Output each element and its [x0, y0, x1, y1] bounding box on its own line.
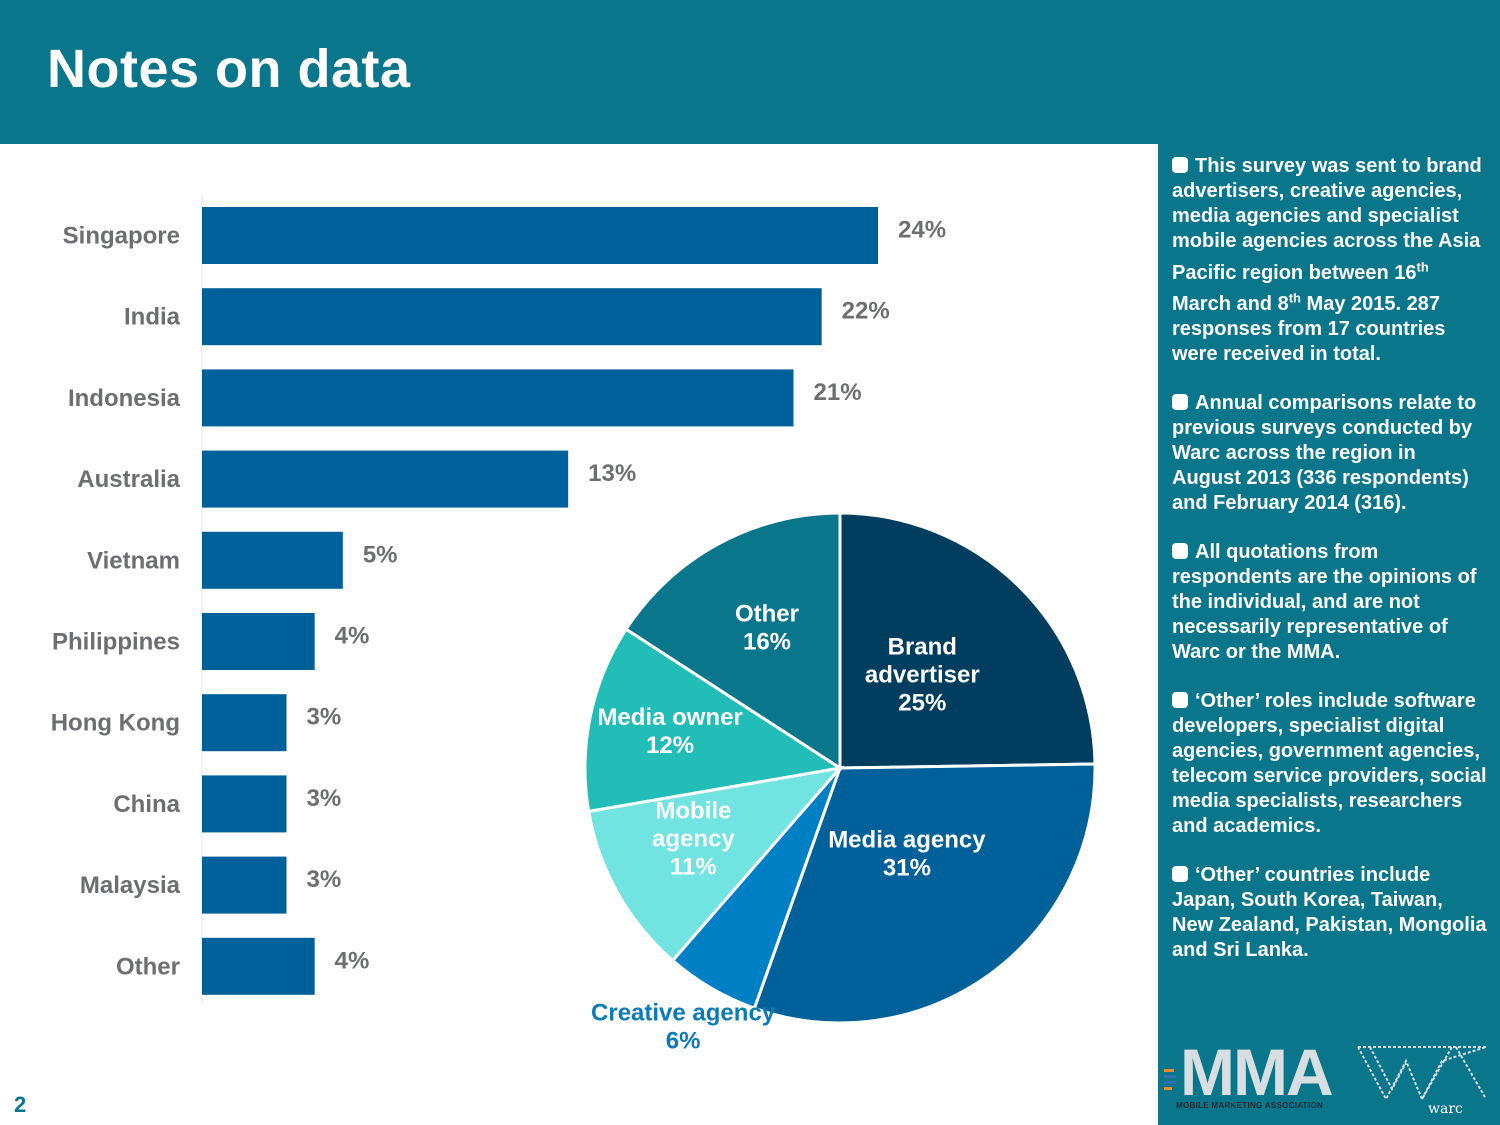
bullet-icon	[1172, 157, 1188, 173]
bar-value-label: 4%	[335, 947, 370, 974]
bar-value-label: 3%	[307, 866, 342, 893]
mma-stripes-icon	[1164, 1069, 1176, 1093]
note-comparisons: Annual comparisons relate to previous su…	[1172, 391, 1488, 516]
bar-category-label: Indonesia	[68, 385, 181, 412]
bullet-icon	[1172, 692, 1188, 709]
pie-slice-media-owner	[583, 627, 845, 814]
bar-category-label: Malaysia	[80, 872, 181, 899]
bullet-icon	[1172, 394, 1188, 411]
pie-label-media-agency: Media agency 31%	[828, 826, 986, 881]
pie-slice-mobile-agency	[586, 765, 844, 963]
header-bar: Notes on data	[0, 0, 1500, 144]
notes-sidebar: This survey was sent to brand advertiser…	[1158, 144, 1500, 1125]
pie-label-media-owner: Media owner 12%	[597, 704, 742, 759]
note-other-countries: ‘Other’ countries include Japan, South K…	[1172, 863, 1488, 963]
pie-label-mobile-agency: Mobile agency 11%	[652, 798, 735, 881]
bar-singapore	[202, 207, 878, 264]
bar-category-label: Philippines	[52, 629, 180, 656]
bar-vietnam	[202, 531, 343, 589]
bar-australia	[202, 450, 569, 508]
notes-list: This survey was sent to brand advertiser…	[1172, 154, 1488, 987]
note-text: This survey was sent to brand advertiser…	[1172, 155, 1482, 366]
bar-value-label: 4%	[335, 623, 370, 650]
bar-india	[202, 288, 822, 346]
page-number: 2	[14, 1092, 27, 1117]
bar-category-label: Australia	[77, 466, 180, 493]
bar-malaysia	[202, 856, 287, 914]
bar-category-label: Other	[116, 953, 180, 980]
pie-chart: Brand advertiser 25% Media agency 31% Creativ…	[583, 511, 1097, 1055]
bar-philippines	[202, 613, 315, 670]
bar-value-label: 21%	[814, 379, 862, 406]
bar-indonesia	[202, 369, 794, 427]
bar-value-label: 24%	[898, 217, 946, 244]
logo-area: MMA MOBILE MARKETING ASSOCIATION warc	[1158, 1039, 1500, 1125]
bar-value-label: 5%	[363, 541, 398, 568]
pie-label-creative-agency: Creative agency 6%	[591, 1000, 776, 1055]
bar-value-label: 22%	[842, 298, 890, 325]
note-text: Annual comparisons relate to previous su…	[1172, 392, 1477, 515]
bar-category-label: China	[113, 791, 180, 818]
bullet-icon	[1172, 543, 1188, 560]
pie-slice-media-agency	[752, 762, 1097, 1025]
bar-category-label: India	[124, 304, 181, 331]
note-text: All quotations from respondents are the …	[1172, 541, 1477, 664]
bar-category-label: Hong Kong	[51, 710, 180, 737]
bar-value-label: 3%	[307, 785, 342, 812]
bar-hong-kong	[202, 694, 287, 752]
pie-slice-other	[624, 511, 842, 771]
pie-label-brand-advertiser: Brand advertiser 25%	[865, 633, 980, 716]
note-text: ‘Other’ roles include software developer…	[1172, 690, 1487, 838]
note-other-roles: ‘Other’ roles include software developer…	[1172, 689, 1488, 839]
pie-slice-brand-advertiser	[838, 511, 1097, 770]
mma-logo-subtitle: MOBILE MARKETING ASSOCIATION	[1176, 1101, 1324, 1110]
bullet-icon	[1172, 866, 1188, 883]
bar-category-label: Vietnam	[87, 547, 180, 574]
bar-value-label: 13%	[588, 460, 636, 487]
warc-logo: warc	[1428, 1101, 1463, 1117]
warc-logo-icon	[1357, 1046, 1487, 1102]
chart-area: Singapore 24% India 22% Indonesia 21% Australi…	[51, 194, 1097, 1055]
page-title: Notes on data	[47, 39, 411, 99]
note-quotations: All quotations from respondents are the …	[1172, 540, 1488, 665]
note-survey: This survey was sent to brand advertiser…	[1172, 154, 1488, 367]
mma-logo: MMA	[1180, 1035, 1334, 1109]
bar-other	[202, 937, 315, 995]
bar-china	[202, 775, 287, 833]
pie-label-other: Other 16%	[735, 601, 799, 656]
note-text: ‘Other’ countries include Japan, South K…	[1172, 864, 1487, 962]
bar-category-label: Singapore	[63, 223, 180, 250]
bar-value-label: 3%	[307, 704, 342, 731]
bar-chart: Singapore 24% India 22% Indonesia 21% Australi…	[51, 194, 946, 1004]
